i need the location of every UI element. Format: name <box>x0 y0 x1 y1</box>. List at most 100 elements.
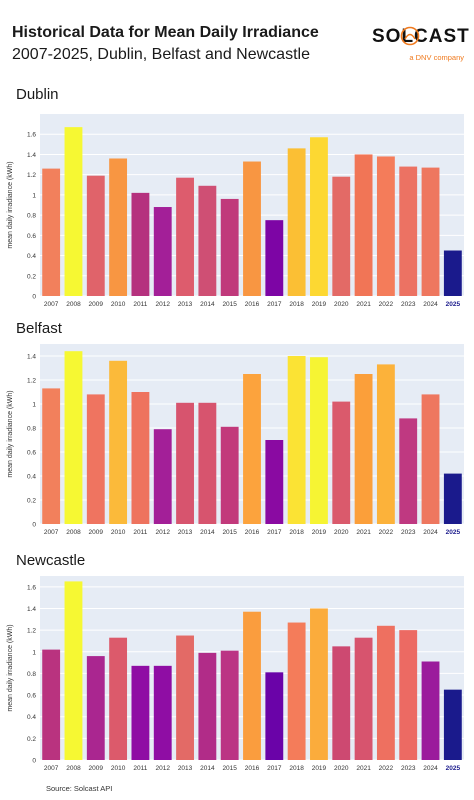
dublin-y-tick-label: 0 <box>32 294 36 301</box>
dublin-y-tick-label: 1.6 <box>27 132 36 139</box>
dublin-chart-title: Dublin <box>16 86 59 103</box>
dublin-y-tick-label: 1 <box>32 192 36 199</box>
belfast-bar-2010 <box>109 360 128 524</box>
dublin-x-tick-label: 2014 <box>200 301 215 308</box>
belfast-chart-title: Belfast <box>16 320 62 337</box>
newcastle-chart-title: Newcastle <box>16 552 86 569</box>
dublin-y-tick-label: 0.4 <box>27 253 36 260</box>
dublin-x-tick-label: 2010 <box>111 301 126 308</box>
newcastle-x-tick-label: 2023 <box>401 765 416 772</box>
belfast-bar-chart: 0 0.2 0.4 0.6 0.8 1 1.2 1.4 2007 2008 2009 2010 2011… <box>7 344 464 536</box>
newcastle-x-tick-label: 2012 <box>156 765 171 772</box>
belfast-x-tick-label: 2023 <box>401 529 416 536</box>
newcastle-y-tick-label: 1.4 <box>27 606 36 613</box>
newcastle-bar-2016 <box>243 611 261 760</box>
newcastle-x-tick-label: 2013 <box>178 765 193 772</box>
newcastle-x-tick-label: 2024 <box>423 765 438 772</box>
belfast-x-tick-label: 2018 <box>289 529 304 536</box>
newcastle-y-tick-label: 0.2 <box>27 736 36 743</box>
dublin-x-tick-label: 2021 <box>356 301 371 308</box>
dublin-x-tick-label: 2012 <box>156 301 171 308</box>
dublin-bar-2017 <box>265 220 284 296</box>
belfast-bar-2017 <box>265 440 284 524</box>
dublin-y-tick-label: 0.6 <box>27 233 36 240</box>
belfast-x-tick-label: 2010 <box>111 529 126 536</box>
newcastle-x-tick-label: 2025 <box>446 765 461 772</box>
newcastle-bar-2020 <box>332 646 351 760</box>
dublin-x-tick-label: 2015 <box>222 301 237 308</box>
newcastle-y-tick-label: 1.6 <box>27 584 36 591</box>
belfast-bar-2020 <box>332 401 351 524</box>
newcastle-y-tick-label: 0.8 <box>27 671 36 678</box>
newcastle-bar-2015 <box>220 650 239 760</box>
belfast-bar-2012 <box>153 429 172 524</box>
dublin-y-tick-label: 0.8 <box>27 213 36 220</box>
belfast-y-axis-label: mean daily irradiance (kWh) <box>7 390 14 477</box>
newcastle-x-tick-label: 2007 <box>44 765 59 772</box>
newcastle-y-tick-label: 1 <box>32 649 36 656</box>
newcastle-bar-chart: 0 0.2 0.4 0.6 0.8 1 1.2 1.4 1.6 2007 2008 2009 2010 2… <box>7 576 464 772</box>
belfast-x-tick-label: 2025 <box>446 529 461 536</box>
belfast-bar-2011 <box>131 392 150 524</box>
newcastle-x-tick-label: 2014 <box>200 765 215 772</box>
newcastle-x-tick-label: 2011 <box>133 765 147 772</box>
newcastle-x-tick-label: 2009 <box>89 765 104 772</box>
dublin-x-tick-label: 2018 <box>289 301 304 308</box>
belfast-x-tick-label: 2016 <box>245 529 260 536</box>
belfast-bar-2025 <box>443 473 462 524</box>
dublin-x-tick-label: 2022 <box>379 301 394 308</box>
dublin-y-tick-label: 1.2 <box>27 172 36 179</box>
newcastle-x-tick-label: 2016 <box>245 765 260 772</box>
belfast-x-tick-label: 2019 <box>312 529 327 536</box>
newcastle-bar-2024 <box>421 661 440 760</box>
newcastle-x-tick-label: 2022 <box>379 765 394 772</box>
dublin-y-tick-label: 1.4 <box>27 152 36 159</box>
dublin-x-tick-label: 2013 <box>178 301 193 308</box>
belfast-y-tick-label: 0.2 <box>27 498 36 505</box>
belfast-x-tick-label: 2007 <box>44 529 59 536</box>
belfast-y-tick-label: 0.8 <box>27 426 36 433</box>
belfast-x-tick-label: 2009 <box>89 529 104 536</box>
logo-tagline: a DNV company <box>409 53 464 62</box>
dublin-bar-chart: 0 0.2 0.4 0.6 0.8 1 1.2 1.4 1.6 2007 2008 2009 2010 2… <box>7 114 464 308</box>
newcastle-bar-2023 <box>399 630 418 760</box>
belfast-bar-2009 <box>86 394 105 524</box>
newcastle-y-tick-label: 0.6 <box>27 693 36 700</box>
newcastle-bar-2008 <box>64 581 83 760</box>
newcastle-bar-2012 <box>153 665 172 760</box>
dublin-bar-2020 <box>332 176 351 296</box>
belfast-bar-2024 <box>421 394 440 524</box>
dublin-x-tick-label: 2020 <box>334 301 349 308</box>
dublin-x-tick-label: 2023 <box>401 301 416 308</box>
dublin-bar-2021 <box>354 154 373 296</box>
dublin-bar-2018 <box>287 148 306 296</box>
belfast-x-tick-label: 2008 <box>66 529 81 536</box>
newcastle-bar-2022 <box>376 625 395 760</box>
belfast-bar-2018 <box>287 356 306 524</box>
belfast-bar-2007 <box>42 388 61 524</box>
dublin-bar-2007 <box>42 168 61 296</box>
dublin-bar-2022 <box>376 156 395 296</box>
belfast-x-tick-label: 2022 <box>379 529 394 536</box>
dublin-bar-2012 <box>153 207 172 296</box>
dublin-x-tick-label: 2011 <box>133 301 147 308</box>
belfast-bar-2022 <box>376 364 395 524</box>
dublin-x-tick-label: 2017 <box>267 301 282 308</box>
newcastle-bar-2010 <box>109 637 128 760</box>
belfast-x-tick-label: 2017 <box>267 529 282 536</box>
belfast-x-tick-label: 2015 <box>222 529 237 536</box>
newcastle-x-tick-label: 2015 <box>222 765 237 772</box>
belfast-bar-2013 <box>176 402 194 524</box>
dublin-x-tick-label: 2019 <box>312 301 327 308</box>
belfast-bar-2019 <box>310 357 328 524</box>
chart-subtitle: 2007-2025, Dublin, Belfast and Newcastle <box>12 46 310 63</box>
newcastle-bar-2013 <box>176 635 194 760</box>
dublin-x-tick-label: 2009 <box>89 301 104 308</box>
newcastle-bar-2019 <box>310 608 328 760</box>
newcastle-x-tick-label: 2018 <box>289 765 304 772</box>
dublin-bar-2011 <box>131 192 150 296</box>
newcastle-x-tick-label: 2019 <box>312 765 327 772</box>
belfast-bar-2008 <box>64 351 83 524</box>
belfast-bar-2016 <box>243 374 261 524</box>
belfast-y-tick-label: 0.4 <box>27 474 36 481</box>
